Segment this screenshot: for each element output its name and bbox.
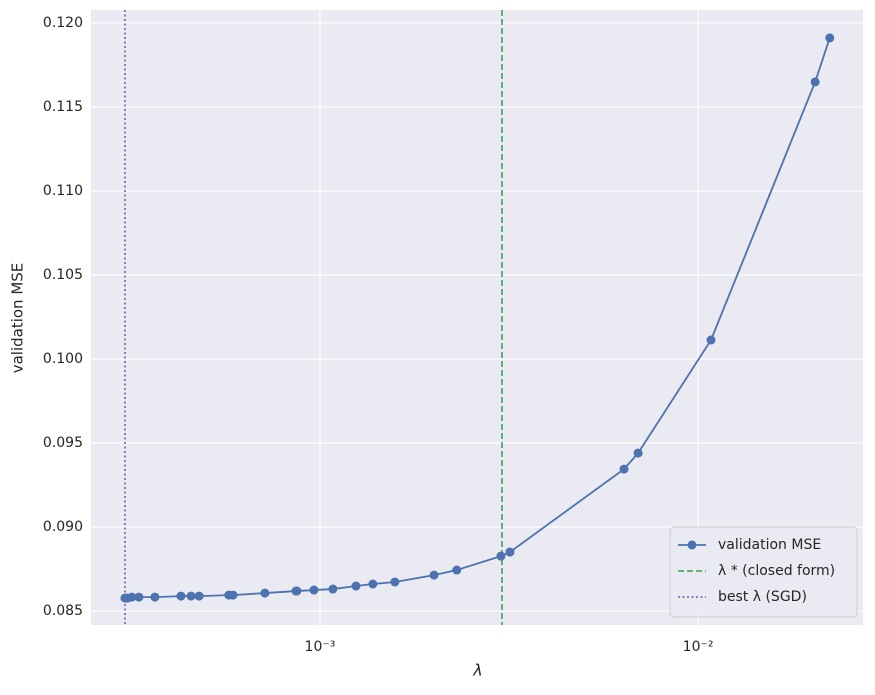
point bbox=[368, 579, 378, 589]
point bbox=[505, 547, 515, 557]
y-tick-label: 0.115 bbox=[43, 99, 83, 115]
point bbox=[429, 570, 439, 580]
point bbox=[810, 77, 820, 87]
point bbox=[619, 464, 629, 474]
point bbox=[228, 590, 238, 600]
point bbox=[150, 592, 160, 602]
y-tick-label: 0.085 bbox=[43, 603, 83, 619]
point bbox=[127, 592, 137, 602]
legend-box bbox=[669, 526, 858, 618]
legend-marker bbox=[687, 540, 697, 550]
x-axis-label: λ bbox=[472, 661, 482, 680]
point bbox=[351, 581, 361, 591]
point bbox=[309, 585, 319, 595]
y-tick-label: 0.105 bbox=[43, 267, 83, 283]
legend-label: best λ (SGD) bbox=[718, 589, 807, 605]
point bbox=[194, 591, 204, 601]
y-tick-label: 0.090 bbox=[43, 519, 83, 535]
point bbox=[260, 588, 270, 598]
point bbox=[633, 448, 643, 458]
point bbox=[292, 586, 302, 596]
y-tick-label: 0.120 bbox=[43, 15, 83, 31]
point bbox=[134, 592, 144, 602]
point bbox=[390, 577, 400, 587]
x-tick-label: 10⁻³ bbox=[305, 639, 336, 655]
point bbox=[452, 565, 462, 575]
legend-label: validation MSE bbox=[718, 537, 821, 553]
y-tick-label: 0.095 bbox=[43, 435, 83, 451]
point bbox=[176, 591, 186, 601]
point bbox=[706, 335, 716, 345]
y-axis-label: validation MSE bbox=[9, 263, 27, 374]
plot-area bbox=[91, 10, 863, 625]
point bbox=[825, 33, 835, 43]
y-tick-label: 0.110 bbox=[43, 183, 83, 199]
x-tick-label: 10⁻² bbox=[683, 639, 714, 655]
y-tick-label: 0.100 bbox=[43, 351, 83, 367]
point bbox=[496, 551, 506, 561]
point bbox=[328, 584, 338, 594]
point bbox=[186, 591, 196, 601]
legend: validation MSE λ * (closed form) best λ (S… bbox=[669, 526, 858, 618]
legend-label: λ * (closed form) bbox=[718, 563, 835, 579]
